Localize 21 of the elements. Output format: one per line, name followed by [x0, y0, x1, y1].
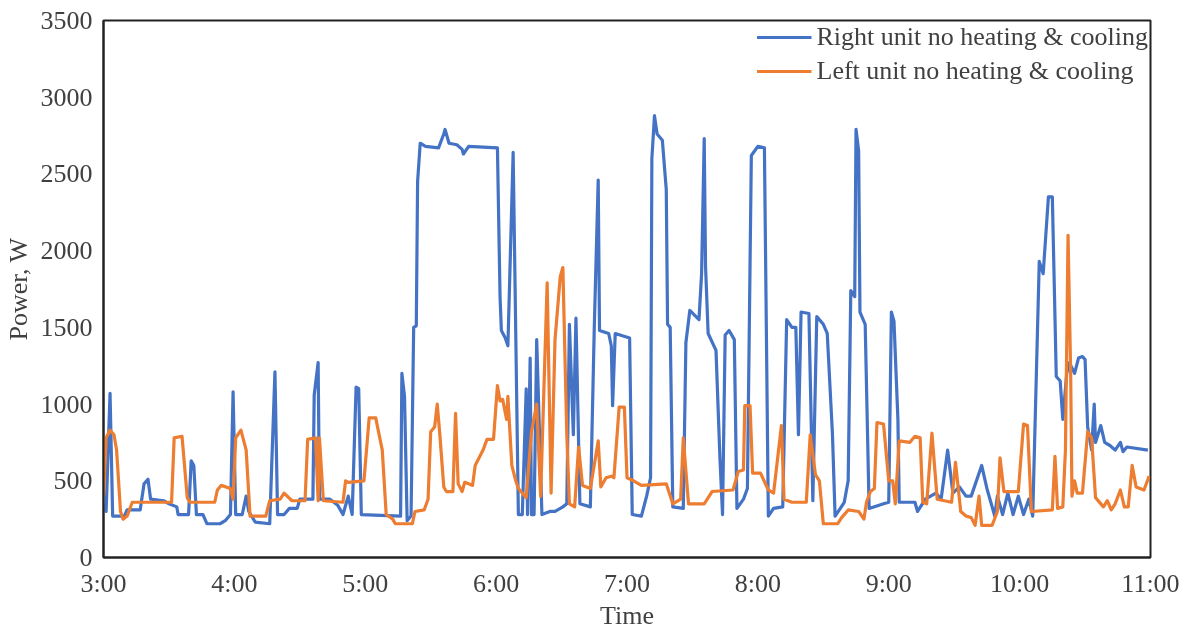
y-tick-label: 3000: [40, 82, 93, 112]
x-axis-title: Time: [600, 600, 654, 630]
legend-label: Left unit no heating & cooling: [816, 56, 1134, 86]
x-tick-label: 7:00: [603, 568, 651, 598]
x-tick-label: 9:00: [865, 568, 912, 598]
y-axis-title: Power, W: [3, 237, 33, 341]
line-series: [103, 233, 1151, 527]
y-tick-label: 1500: [40, 312, 93, 342]
y-tick-label: 1000: [40, 389, 93, 419]
x-tick-label: 5:00: [342, 568, 389, 598]
x-tick-label: 4:00: [211, 568, 258, 598]
x-tick-label: 6:00: [473, 568, 520, 598]
y-tick-label: 500: [53, 466, 93, 496]
x-tick-label: 10:00: [990, 568, 1050, 598]
y-tick-label: 2500: [40, 159, 93, 189]
x-tick-label: 8:00: [734, 568, 781, 598]
legend-label: Right unit no heating & cooling: [816, 22, 1148, 52]
line-series: [103, 114, 1150, 526]
x-tick-label: 11:00: [1121, 568, 1180, 598]
y-tick-label: 2000: [40, 236, 93, 266]
y-tick-label: 3500: [40, 6, 93, 35]
